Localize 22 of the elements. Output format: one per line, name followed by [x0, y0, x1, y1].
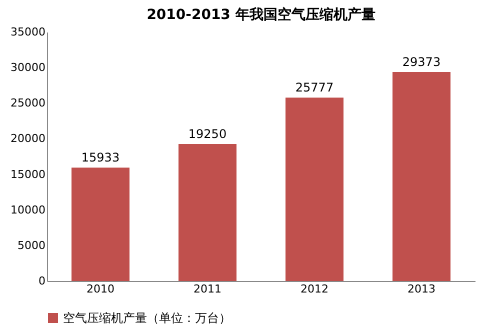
- bar: [178, 144, 236, 281]
- bar: [286, 98, 344, 281]
- data-label: 25777: [295, 80, 334, 95]
- data-label: 15933: [81, 150, 120, 165]
- x-tick-label: 2010: [86, 282, 114, 296]
- y-tick-label: 10000: [10, 203, 46, 216]
- y-tick-label: 30000: [10, 61, 46, 74]
- x-tick-label: 2011: [194, 282, 222, 296]
- y-tick-label: 25000: [10, 96, 46, 110]
- legend-label: 空气压缩机产量（单位：万台）: [63, 311, 231, 325]
- chart-title: 2010-2013 年我国空气压缩机产量: [146, 6, 376, 23]
- y-tick-label: 20000: [10, 132, 46, 146]
- bar: [392, 72, 450, 281]
- y-tick-label: 0: [38, 274, 46, 288]
- y-tick-label: 5000: [18, 238, 46, 252]
- data-label: 29373: [402, 55, 441, 70]
- x-tick-label: 2013: [408, 282, 436, 296]
- y-tick-label: 35000: [10, 26, 46, 38]
- y-tick-label: 15000: [10, 168, 46, 181]
- x-tick-label: 2012: [300, 282, 328, 296]
- bar: [72, 168, 130, 281]
- data-label: 19250: [188, 127, 227, 142]
